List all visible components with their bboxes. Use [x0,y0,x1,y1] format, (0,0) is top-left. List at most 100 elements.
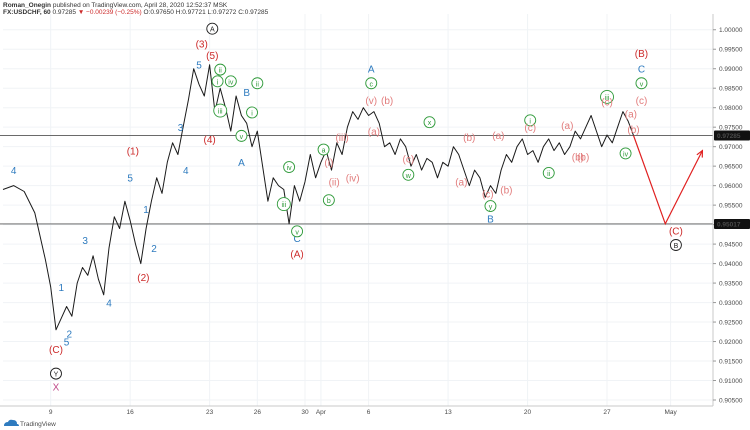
price-label: 0.95017 [717,221,741,228]
wave-label-circle [484,200,497,212]
wave-label: i [529,118,531,125]
tradingview-cloud-icon [4,419,19,426]
wave-label: 5 [196,61,202,72]
time-tick-label: Apr [316,409,327,416]
last-price: 0.97285 [53,9,77,16]
price-tick-label: 0.98500 [719,86,743,93]
time-axis[interactable]: 9 16 23 26 30 Apr 6 13 20 27 May [0,405,713,416]
wave-label: c [369,81,373,88]
time-tick-label: May [664,409,677,416]
price-axis[interactable]: 0.90500 0.91000 0.91500 0.92000 0.92500 0.930… [712,14,750,406]
wave-label: (1) [127,146,139,157]
wave-label-circle [213,103,228,118]
wave-label-circle [423,116,436,129]
wave-label: iv [228,79,234,86]
wave-label-circle [669,239,682,251]
wave-label-circle [211,75,224,88]
price-tick-label: 0.96500 [719,163,743,170]
wave-label: (v) [365,96,377,107]
price-tick-label: 0.93000 [719,300,743,307]
wave-label: 4 [106,298,112,309]
wave-label: (b) [572,152,584,163]
wave-label-circle [524,114,537,127]
wave-label: (a) [455,178,467,189]
wave-label: iii [218,109,223,116]
wave-label: (c) [402,154,414,165]
price-tick-label: 0.92500 [719,319,743,326]
projection-path [632,135,704,226]
wave-label: b [327,198,331,205]
wave-label: A [238,158,245,169]
price-label-box [714,130,750,141]
time-tick-label: 20 [524,409,532,416]
wave-label-circle [246,106,258,119]
wave-label: (5) [206,51,218,62]
wave-label-circle [276,197,291,212]
price-tick-label: 1.00000 [719,27,743,34]
price-tick-label: 0.97000 [719,144,743,151]
wave-label: iii [605,95,610,102]
time-tick-label: 27 [603,409,611,416]
wave-label-circle [619,147,632,160]
wave-label: 5 [127,174,133,185]
price-tick-label: 0.95500 [719,202,743,209]
wave-label: 2 [151,244,157,255]
chart-header: Roman_Onegin published on TradingView.co… [3,2,269,16]
wave-label-circle [635,77,648,90]
wave-label: (iv) [346,174,360,185]
wave-label-circle [283,161,296,174]
wave-label-circle [206,22,219,35]
wave-label: B [243,88,250,99]
wave-label: (ii) [329,178,340,189]
price-line [2,64,634,331]
horizontal-levels [0,135,713,225]
projection-line [632,135,703,226]
projection-arrowhead [696,149,704,158]
svg-text:Roman_Onegin published on Trad: Roman_Onegin published on TradingView.co… [3,2,228,9]
price-series [2,64,634,331]
tradingview-logo[interactable]: TradingView [4,419,56,428]
wave-label: 1 [59,283,65,294]
wave-label: iii [281,202,286,209]
wave-label: v [295,229,299,236]
wave-label-circle [214,63,227,76]
wave-label: 4 [183,166,189,177]
wave-label: (c) [482,189,494,200]
wave-label: (b) [627,125,639,136]
wave-label: (c) [601,98,613,109]
wave-label: 5 [64,337,70,348]
wave-label: (b) [577,152,589,163]
grid [3,14,713,406]
wave-label: (b) [463,133,475,144]
price-change: ▼ −0.00239 (−0.25%) [78,9,142,16]
wave-label: v [640,81,644,88]
publish-info: published on TradingView.com, April 28, … [53,2,228,9]
wave-label: (i) [324,158,333,169]
price-tick-label: 0.92000 [719,339,743,346]
wave-label: X [53,382,60,393]
time-tick-label: 16 [127,409,135,416]
price-tick-label: 0.90500 [719,397,743,404]
wave-label: (C) [669,226,683,237]
wave-label: (a) [561,121,573,132]
wave-label: 3 [82,236,88,247]
wave-label: (iii) [335,133,348,144]
author-name: Roman_Onegin [3,2,51,9]
wave-label: (a) [625,109,637,120]
wave-label: iv [287,165,293,172]
time-tick-label: 13 [444,409,452,416]
time-tick-label: 26 [254,409,262,416]
wave-label-circle [50,367,62,380]
price-tick-label: 0.99500 [719,47,743,54]
price-tick-label: 0.94000 [719,261,743,268]
wave-label: C [638,65,645,76]
wave-label: iv [623,151,629,158]
time-tick-label: 23 [206,409,214,416]
wave-label: 2 [66,330,72,341]
wave-label: (c) [524,123,536,134]
wave-label: (A) [290,250,303,261]
wave-label: ii [219,68,223,75]
wave-label: B [674,243,679,250]
price-tick-label: 0.94500 [719,241,743,248]
wave-label-circle [291,225,304,238]
